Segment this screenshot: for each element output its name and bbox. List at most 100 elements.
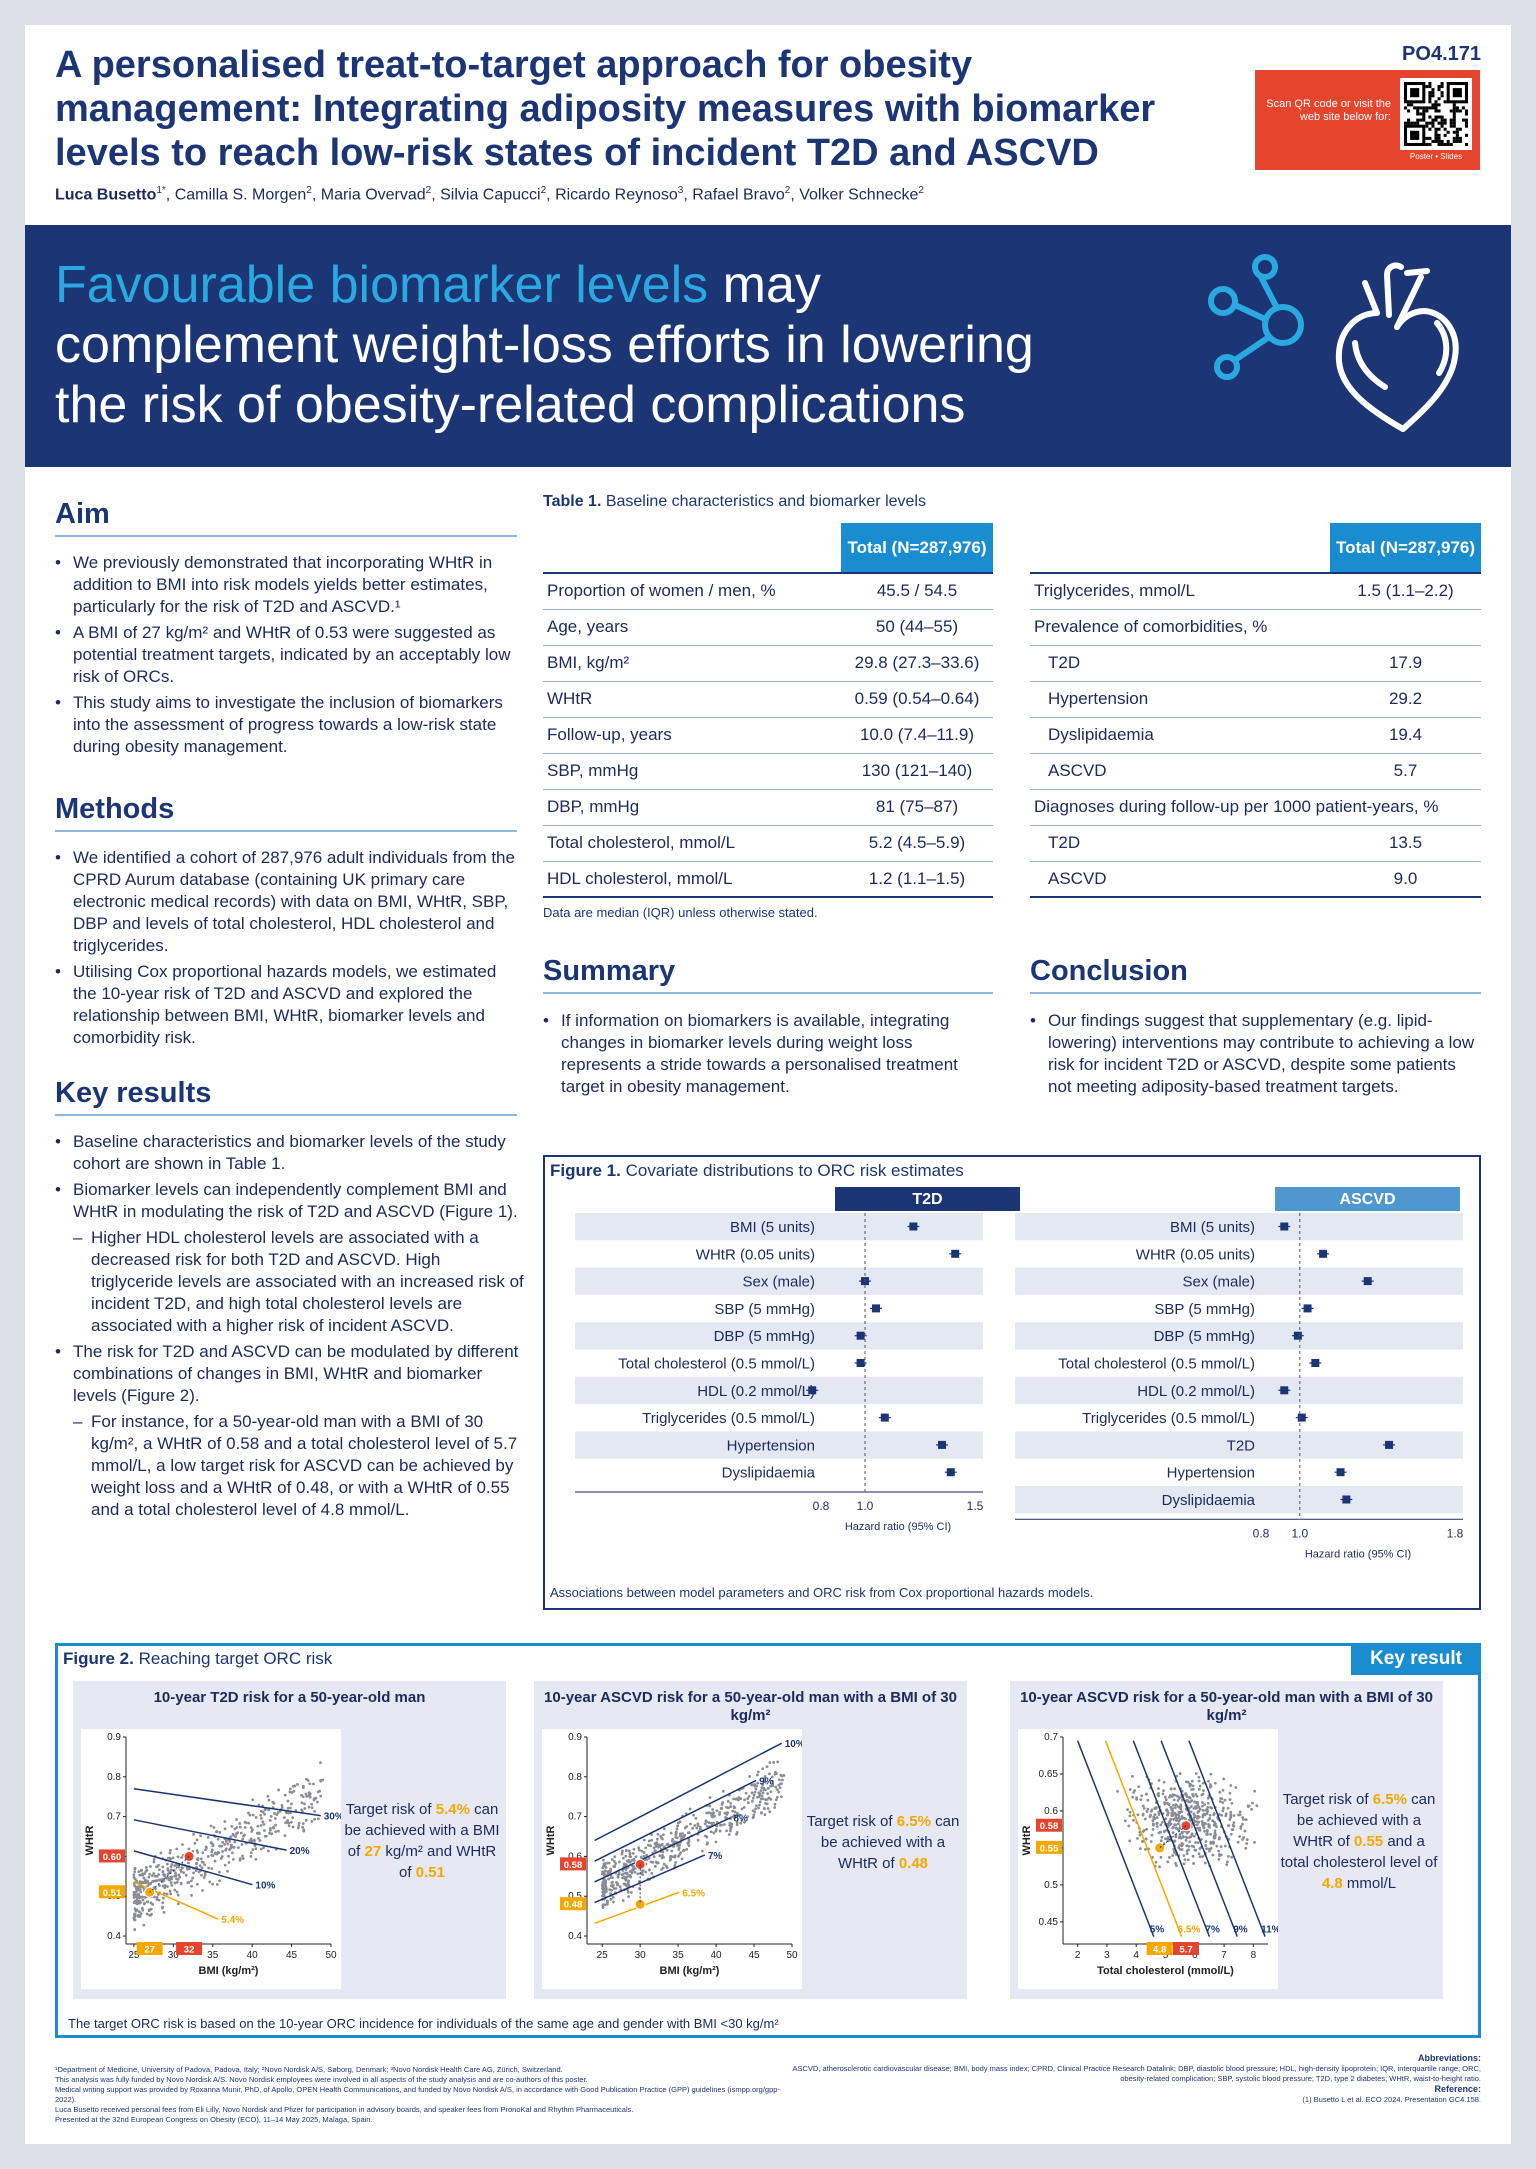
scatter-point: [1131, 1795, 1135, 1799]
scatter-point: [251, 1828, 254, 1832]
risk-contour: [594, 1742, 783, 1842]
scatter-point: [300, 1810, 304, 1813]
scatter-point: [630, 1871, 634, 1875]
qr-code-icon[interactable]: [1400, 78, 1472, 150]
scatter-point: [169, 1881, 173, 1884]
scatter-point: [601, 1858, 605, 1862]
scatter-point: [163, 1874, 167, 1878]
forest-point: [856, 1331, 865, 1340]
scatter-point: [258, 1839, 262, 1842]
scatter-point: [775, 1795, 779, 1799]
scatter-point: [261, 1810, 265, 1814]
contour-label: 20%: [290, 1846, 310, 1857]
scatter-point: [186, 1861, 190, 1865]
scatter-point: [711, 1812, 715, 1815]
x-tick-label: 30: [635, 1950, 647, 1961]
risk-contour: [594, 1854, 706, 1904]
scatter-point: [681, 1832, 684, 1835]
scatter-point: [142, 1902, 146, 1906]
scatter-point: [704, 1819, 708, 1823]
scatter-point: [725, 1805, 728, 1809]
y-axis-label: WHtR: [545, 1825, 557, 1855]
scatter-point: [708, 1796, 712, 1799]
scatter-point: [1164, 1837, 1167, 1841]
scatter-point: [228, 1848, 231, 1852]
forest-point: [880, 1413, 889, 1422]
forest-row-label: Hypertension: [727, 1437, 815, 1454]
panel-title: 10-year ASCVD risk for a 50-year-old man…: [544, 1689, 957, 1724]
scatter-point: [1201, 1804, 1204, 1808]
scatter-point: [1148, 1815, 1152, 1819]
scatter-point: [729, 1827, 733, 1830]
x-tick-label: 3: [1104, 1950, 1110, 1961]
scatter-point: [201, 1851, 205, 1855]
scatter-point: [766, 1807, 770, 1810]
scatter-cloud: [1116, 1772, 1259, 1869]
x-tick-label: 7: [1221, 1950, 1227, 1961]
scatter-point: [689, 1822, 692, 1826]
scatter-point: [204, 1845, 208, 1849]
scatter-point: [136, 1893, 140, 1897]
scatter-point: [1202, 1789, 1205, 1792]
scatter-point: [1142, 1806, 1146, 1810]
panel-plot: 25 30 35 40 45 50 0.4 0.5 0.6 0.7 0.8 0.9 BMI (kg/m²…: [542, 1729, 805, 1989]
scatter-point: [196, 1882, 199, 1886]
qr-panel[interactable]: Scan QR code or visit the web site below…: [1255, 70, 1480, 170]
scatter-point: [1133, 1789, 1137, 1792]
scatter-point: [1178, 1833, 1182, 1836]
scatter-point: [752, 1793, 756, 1797]
scatter-point: [1217, 1849, 1221, 1853]
heart-icon: [1335, 262, 1459, 432]
scatter-point: [1203, 1813, 1207, 1817]
scatter-point: [269, 1815, 273, 1818]
scatter-point: [280, 1806, 284, 1809]
scatter-point: [1146, 1807, 1150, 1811]
scatter-point: [1128, 1788, 1132, 1791]
scatter-point: [133, 1928, 137, 1931]
scatter-point: [712, 1821, 715, 1825]
scatter-point: [1145, 1810, 1149, 1813]
scatter-point: [1209, 1846, 1213, 1850]
table-row: WHtR 0.59 (0.54–0.64): [543, 681, 993, 718]
scatter-point: [216, 1837, 220, 1841]
scatter-point: [728, 1821, 732, 1825]
scatter-point: [1154, 1806, 1158, 1809]
scatter-point: [627, 1879, 631, 1883]
scatter-point: [1206, 1805, 1210, 1809]
scatter-point: [133, 1915, 137, 1919]
scatter-point: [143, 1896, 147, 1899]
scatter-point: [133, 1877, 137, 1881]
scatter-point: [611, 1895, 615, 1899]
table-row: DBP, mmHg 81 (75–87): [543, 789, 993, 826]
scatter-point: [687, 1844, 691, 1848]
scatter-point: [1180, 1810, 1184, 1814]
scatter-point: [755, 1773, 759, 1777]
author-list: Luca Busetto1*, Camilla S. Morgen2, Mari…: [55, 185, 924, 204]
scatter-point: [274, 1823, 277, 1827]
scatter-point: [1145, 1792, 1148, 1796]
scatter-point: [631, 1852, 635, 1855]
scatter-point: [282, 1816, 286, 1820]
scatter-point: [718, 1810, 722, 1814]
scatter-point: [739, 1797, 743, 1801]
forest-tick-label: 0.8: [1253, 1526, 1270, 1540]
scatter-point: [166, 1872, 170, 1876]
scatter-point: [218, 1844, 222, 1848]
contour-label: 9%: [759, 1776, 774, 1787]
table-row: Triglycerides, mmol/L 1.5 (1.1–2.2): [1030, 573, 1481, 610]
scatter-point: [1194, 1772, 1198, 1775]
scatter-point: [1145, 1828, 1148, 1831]
scatter-point: [650, 1872, 654, 1875]
scatter-point: [647, 1856, 651, 1860]
scatter-point: [681, 1849, 685, 1853]
risk-contour: [1188, 1740, 1266, 1937]
fig2-panel-ascvd-bmi: 10-year ASCVD risk for a 50-year-old man…: [534, 1681, 967, 1999]
scatter-point: [161, 1865, 165, 1869]
forest-row-label: DBP (5 mmHg): [1154, 1328, 1255, 1345]
scatter-point: [1232, 1821, 1236, 1824]
scatter-point: [1201, 1781, 1205, 1785]
scatter-point: [1206, 1801, 1210, 1805]
scatter-point: [209, 1841, 213, 1845]
figure2: Figure 2. Reaching target ORC risk Key r…: [55, 1643, 1481, 2038]
scatter-point: [647, 1843, 650, 1847]
